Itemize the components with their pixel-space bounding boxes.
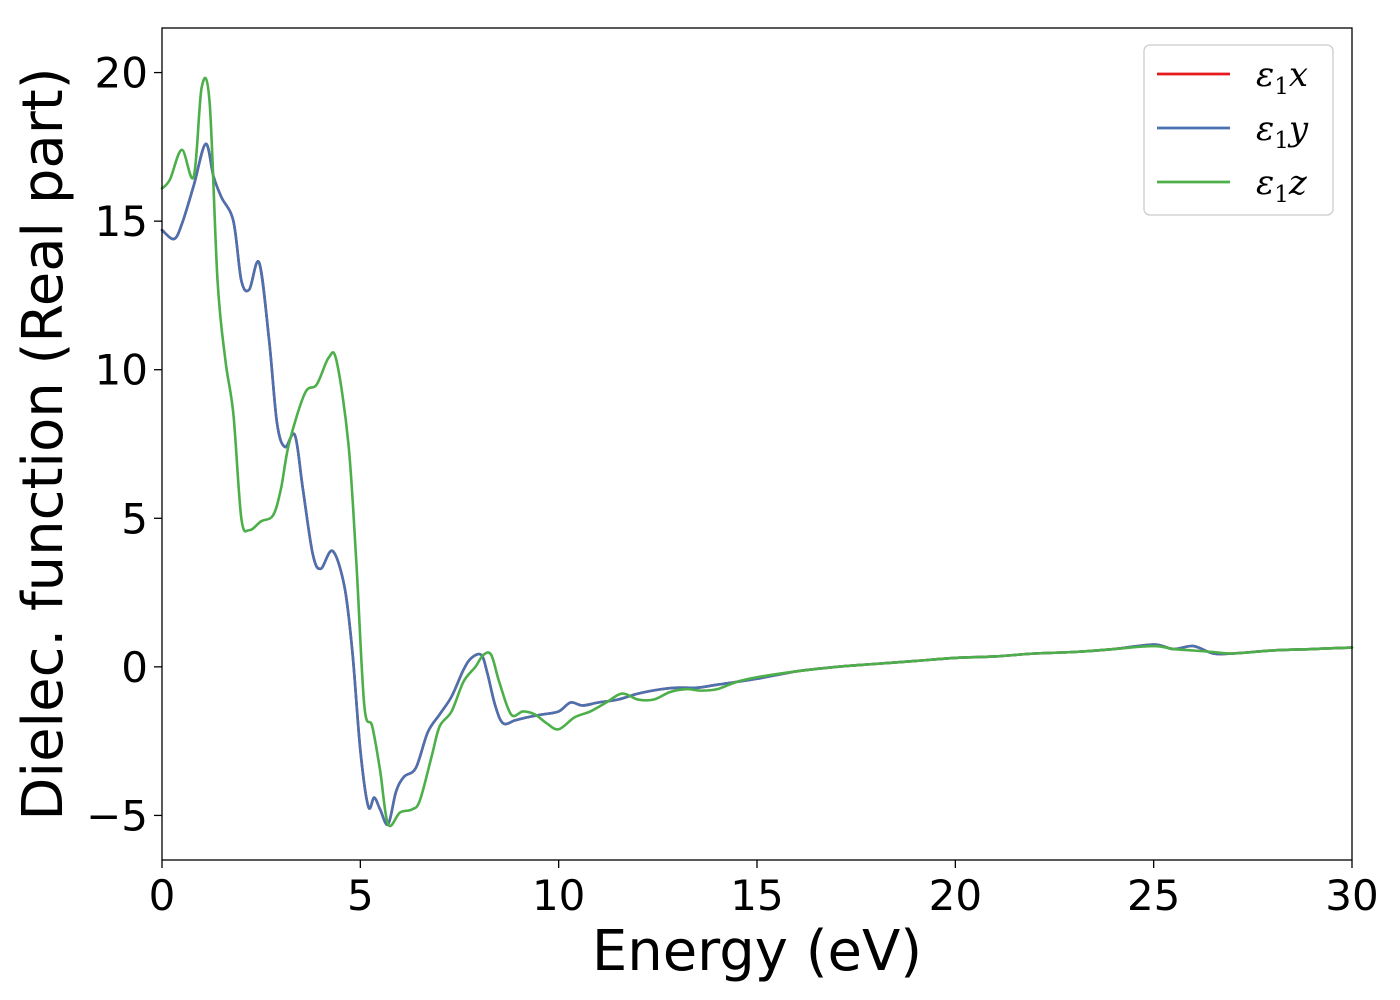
legend-symbol: ε bbox=[1256, 55, 1274, 95]
x-tick-label: 0 bbox=[149, 871, 176, 920]
legend-symbol: ε bbox=[1256, 109, 1274, 149]
legend-component: y bbox=[1287, 109, 1309, 149]
y-axis-label: Dielec. function (Real part) bbox=[11, 67, 76, 820]
legend-label-y: ε1y bbox=[1256, 109, 1309, 154]
x-tick-label: 15 bbox=[730, 871, 783, 920]
x-tick-label: 10 bbox=[532, 871, 585, 920]
y-tick-label: 5 bbox=[121, 494, 148, 543]
x-tick-label: 25 bbox=[1127, 871, 1180, 920]
legend-subscript: 1 bbox=[1274, 182, 1289, 208]
y-tick-label: 10 bbox=[95, 346, 148, 395]
x-tick-label: 30 bbox=[1325, 871, 1378, 920]
x-tick-label: 20 bbox=[929, 871, 982, 920]
y-axis-ticks: −5 0 5 10 15 20 bbox=[86, 49, 162, 840]
y-tick-label: 0 bbox=[121, 643, 148, 692]
legend-symbol: ε bbox=[1256, 163, 1274, 203]
legend-label-z: ε1z bbox=[1256, 163, 1308, 208]
legend-component: x bbox=[1289, 55, 1308, 95]
y-tick-label: 20 bbox=[95, 49, 148, 98]
legend-label-x: ε1x bbox=[1256, 55, 1308, 100]
legend-subscript: 1 bbox=[1274, 128, 1289, 154]
y-tick-label: 15 bbox=[95, 197, 148, 246]
legend-component: z bbox=[1288, 163, 1308, 203]
y-tick-label: −5 bbox=[86, 791, 148, 840]
x-tick-label: 5 bbox=[347, 871, 374, 920]
series-line-z bbox=[160, 76, 1354, 828]
series-layer bbox=[160, 76, 1354, 828]
legend-subscript: 1 bbox=[1274, 74, 1289, 100]
legend-box bbox=[1143, 44, 1334, 216]
x-axis-ticks: 0 5 10 15 20 25 30 bbox=[149, 860, 1379, 920]
x-axis-label: Energy (eV) bbox=[592, 919, 922, 984]
